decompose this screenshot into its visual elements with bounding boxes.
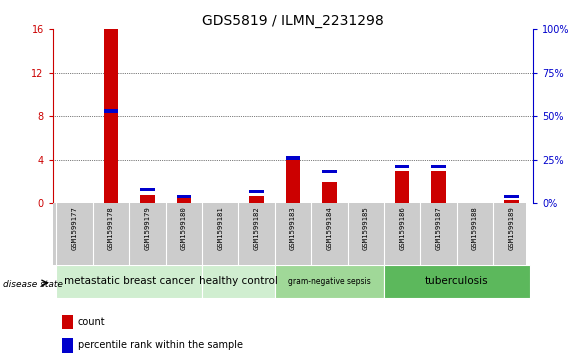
Bar <box>395 171 410 203</box>
Text: healthy control: healthy control <box>199 276 278 286</box>
Text: GSM1599189: GSM1599189 <box>509 206 515 250</box>
Bar <box>249 196 264 203</box>
Text: GSM1599182: GSM1599182 <box>254 206 260 250</box>
Bar <box>431 171 446 203</box>
Bar <box>62 315 73 329</box>
Bar <box>249 189 264 193</box>
Bar <box>140 188 155 191</box>
Bar <box>384 265 530 298</box>
Bar <box>504 200 519 203</box>
Bar <box>504 195 519 198</box>
Bar <box>62 338 73 352</box>
Bar <box>176 195 191 198</box>
Bar <box>431 165 446 168</box>
Text: percentile rank within the sample: percentile rank within the sample <box>78 340 243 350</box>
Bar <box>322 170 337 174</box>
Bar <box>395 165 410 168</box>
Bar <box>275 265 384 298</box>
Text: GSM1599180: GSM1599180 <box>181 206 187 250</box>
Text: GSM1599179: GSM1599179 <box>144 206 151 250</box>
Text: GSM1599185: GSM1599185 <box>363 206 369 250</box>
Text: disease state: disease state <box>3 281 63 289</box>
Text: GSM1599186: GSM1599186 <box>399 206 405 250</box>
Text: count: count <box>78 317 105 327</box>
Bar <box>176 198 191 203</box>
Bar <box>322 182 337 203</box>
Text: metastatic breast cancer: metastatic breast cancer <box>64 276 195 286</box>
Bar <box>202 265 275 298</box>
Text: GSM1599177: GSM1599177 <box>71 206 77 250</box>
Bar <box>286 160 300 203</box>
Text: gram-negative sepsis: gram-negative sepsis <box>288 277 371 286</box>
Bar <box>140 195 155 203</box>
Text: GSM1599181: GSM1599181 <box>217 206 223 250</box>
Text: GSM1599178: GSM1599178 <box>108 206 114 250</box>
Bar <box>104 109 118 113</box>
Bar <box>104 29 118 203</box>
Text: GSM1599187: GSM1599187 <box>435 206 442 250</box>
Text: GSM1599183: GSM1599183 <box>290 206 296 250</box>
Text: tuberculosis: tuberculosis <box>425 276 489 286</box>
Bar <box>56 265 202 298</box>
Text: GSM1599184: GSM1599184 <box>326 206 332 250</box>
Text: GSM1599188: GSM1599188 <box>472 206 478 250</box>
Bar <box>286 156 300 160</box>
Title: GDS5819 / ILMN_2231298: GDS5819 / ILMN_2231298 <box>202 14 384 28</box>
